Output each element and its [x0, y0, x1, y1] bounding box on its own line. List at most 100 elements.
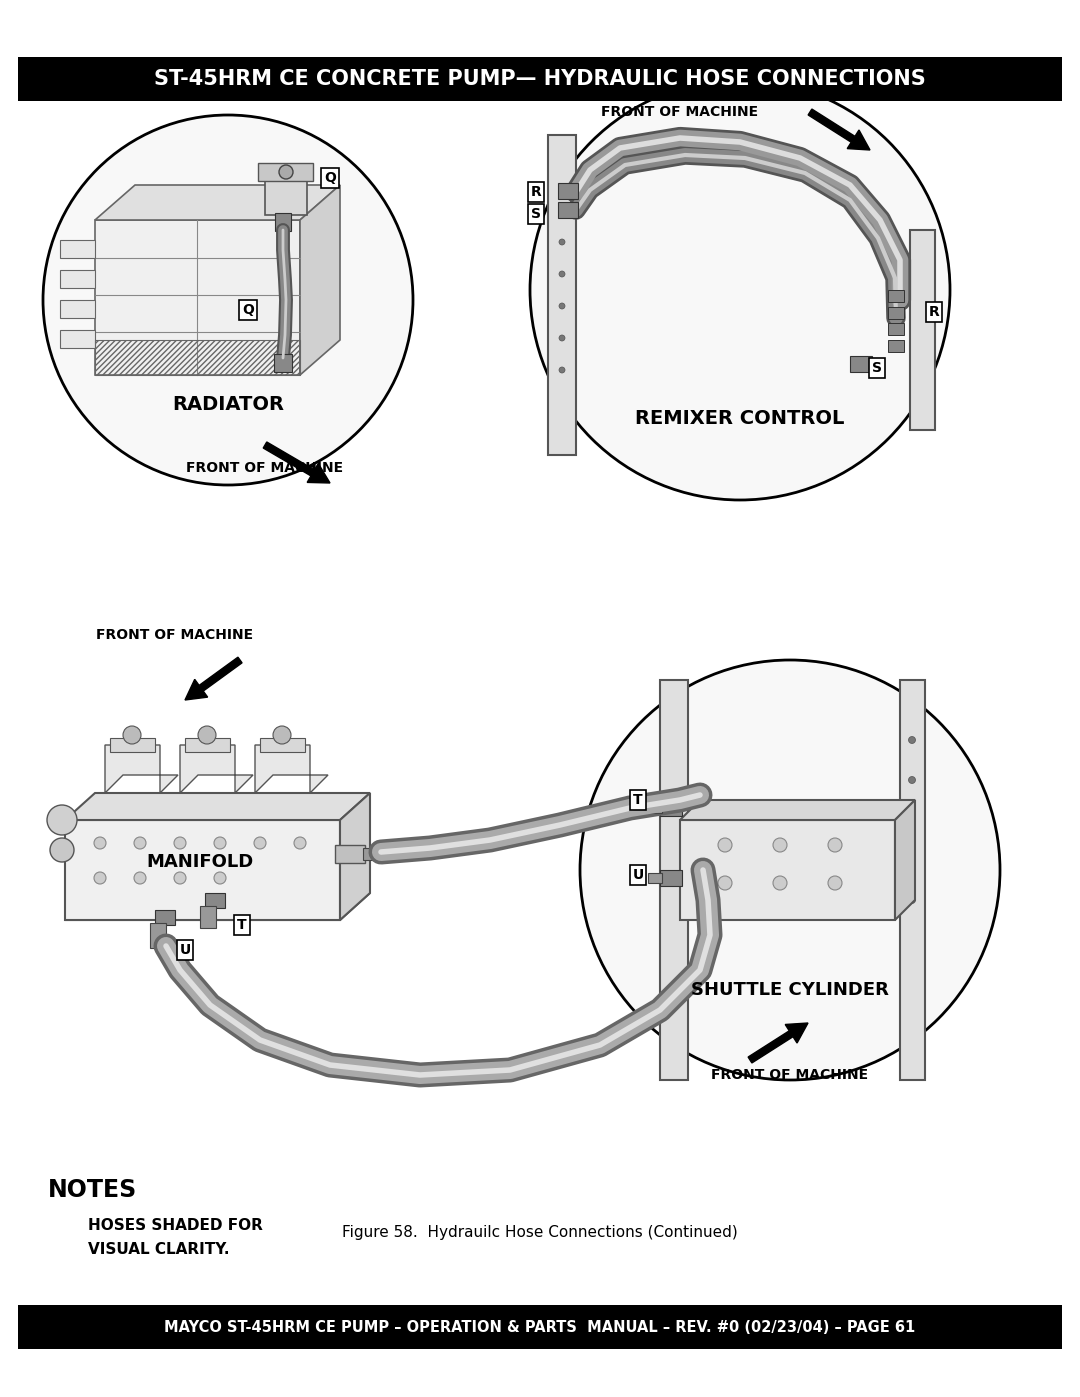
Bar	[205, 893, 225, 908]
Text: U: U	[633, 868, 644, 882]
Text: ST-45HRM CE CONCRETE PUMP— HYDRAULIC HOSE CONNECTIONS: ST-45HRM CE CONCRETE PUMP— HYDRAULIC HOS…	[154, 68, 926, 89]
Bar	[648, 803, 662, 813]
Circle shape	[43, 115, 413, 485]
Text: FRONT OF MACHINE: FRONT OF MACHINE	[712, 1067, 868, 1083]
Text: S: S	[872, 360, 882, 374]
Text: Q: Q	[324, 170, 336, 184]
Bar	[185, 738, 230, 752]
Bar	[558, 203, 578, 218]
Text: REMIXER CONTROL: REMIXER CONTROL	[635, 408, 845, 427]
Circle shape	[279, 165, 293, 179]
Bar	[335, 845, 365, 863]
Circle shape	[908, 897, 916, 904]
Circle shape	[294, 837, 306, 849]
Circle shape	[94, 872, 106, 884]
FancyArrow shape	[185, 657, 242, 700]
Circle shape	[559, 367, 565, 373]
Text: S: S	[531, 207, 541, 221]
Text: FRONT OF MACHINE: FRONT OF MACHINE	[96, 629, 254, 643]
Bar	[900, 680, 924, 1080]
Circle shape	[48, 805, 77, 835]
Polygon shape	[300, 184, 340, 374]
Circle shape	[559, 207, 565, 212]
Polygon shape	[895, 800, 915, 921]
FancyArrow shape	[264, 441, 330, 483]
Circle shape	[828, 876, 842, 890]
Text: HOSES SHADED FOR: HOSES SHADED FOR	[87, 1218, 262, 1234]
Bar	[363, 848, 381, 861]
Polygon shape	[95, 219, 300, 374]
Circle shape	[123, 726, 141, 745]
Bar	[110, 738, 156, 752]
Bar	[660, 680, 688, 1080]
Polygon shape	[255, 745, 328, 793]
Text: T: T	[633, 793, 643, 807]
Bar	[648, 873, 662, 883]
Bar	[260, 738, 305, 752]
Bar	[60, 240, 95, 258]
Circle shape	[559, 335, 565, 341]
Circle shape	[828, 838, 842, 852]
Bar	[558, 183, 578, 198]
Circle shape	[559, 239, 565, 244]
Circle shape	[908, 856, 916, 863]
Circle shape	[198, 726, 216, 745]
Text: FRONT OF MACHINE: FRONT OF MACHINE	[602, 105, 758, 119]
Text: T: T	[238, 918, 247, 932]
Bar	[265, 175, 307, 215]
Text: SHUTTLE CYLINDER: SHUTTLE CYLINDER	[691, 981, 889, 999]
Text: NOTES: NOTES	[48, 1178, 137, 1201]
Circle shape	[174, 837, 186, 849]
Circle shape	[559, 271, 565, 277]
Circle shape	[134, 872, 146, 884]
Bar	[60, 300, 95, 319]
Text: MANIFOLD: MANIFOLD	[147, 854, 254, 870]
Circle shape	[773, 876, 787, 890]
Polygon shape	[180, 745, 253, 793]
FancyArrow shape	[748, 1023, 808, 1063]
Bar	[548, 136, 576, 455]
Bar	[660, 870, 681, 886]
Polygon shape	[65, 793, 370, 820]
Polygon shape	[680, 800, 915, 820]
Circle shape	[214, 872, 226, 884]
Bar	[888, 291, 904, 302]
Bar	[888, 307, 904, 319]
Bar	[18, 1305, 1062, 1350]
Text: R: R	[929, 305, 940, 319]
Circle shape	[254, 837, 266, 849]
Bar	[274, 353, 292, 372]
Bar	[150, 923, 166, 949]
Circle shape	[773, 838, 787, 852]
Circle shape	[134, 837, 146, 849]
Circle shape	[559, 303, 565, 309]
Circle shape	[50, 838, 75, 862]
Text: Q: Q	[242, 303, 254, 317]
Text: Figure 58.  Hydrauilc Hose Connections (Continued): Figure 58. Hydrauilc Hose Connections (C…	[342, 1225, 738, 1241]
Bar	[888, 323, 904, 335]
Bar	[60, 330, 95, 348]
Polygon shape	[680, 820, 895, 921]
Bar	[275, 212, 291, 231]
Bar	[200, 907, 216, 928]
Circle shape	[174, 872, 186, 884]
Circle shape	[214, 837, 226, 849]
Circle shape	[718, 838, 732, 852]
Text: MAYCO ST-45HRM CE PUMP – OPERATION & PARTS  MANUAL – REV. #0 (02/23/04) – PAGE 6: MAYCO ST-45HRM CE PUMP – OPERATION & PAR…	[164, 1320, 916, 1334]
Text: RADIATOR: RADIATOR	[172, 395, 284, 415]
Polygon shape	[65, 893, 370, 921]
Bar	[258, 163, 313, 182]
Circle shape	[908, 777, 916, 784]
Polygon shape	[95, 184, 340, 219]
Bar	[60, 270, 95, 288]
Polygon shape	[105, 745, 178, 793]
Polygon shape	[340, 793, 370, 921]
Bar	[18, 57, 1062, 101]
Circle shape	[718, 876, 732, 890]
Circle shape	[94, 837, 106, 849]
Circle shape	[273, 726, 291, 745]
Text: FRONT OF MACHINE: FRONT OF MACHINE	[187, 461, 343, 475]
Bar	[888, 339, 904, 352]
Bar	[95, 339, 300, 374]
Bar	[850, 356, 872, 372]
